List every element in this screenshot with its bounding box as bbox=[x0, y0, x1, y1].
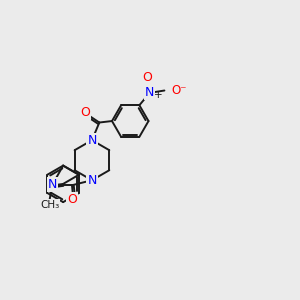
Text: N: N bbox=[87, 134, 97, 147]
Text: CH₃: CH₃ bbox=[40, 200, 59, 210]
Text: O: O bbox=[143, 71, 153, 84]
Text: N: N bbox=[145, 86, 154, 99]
Text: +: + bbox=[154, 90, 163, 100]
Text: N: N bbox=[48, 178, 57, 191]
Text: N: N bbox=[87, 174, 97, 187]
Text: O: O bbox=[81, 106, 90, 119]
Text: O: O bbox=[67, 193, 77, 206]
Text: O⁻: O⁻ bbox=[172, 84, 187, 97]
